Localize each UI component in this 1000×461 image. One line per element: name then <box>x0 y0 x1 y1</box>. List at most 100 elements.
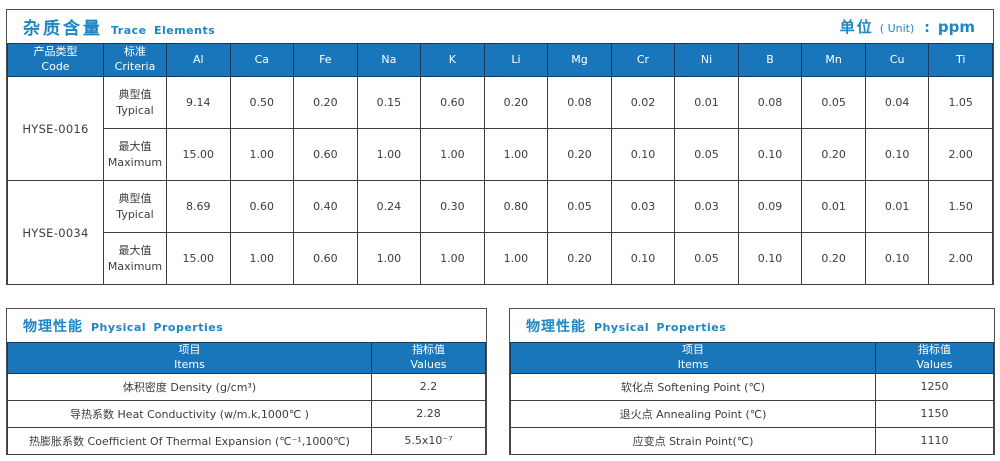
element-value-cell: 0.08 <box>547 76 612 129</box>
criteria-label-en: Typical <box>116 103 154 117</box>
header-items-en: Items <box>677 357 709 371</box>
trace-elements-panel: 杂质含量 Trace Elements 单位 ( Unit): ppm 产品类型 Co… <box>6 9 994 285</box>
header-element-ni: Ni <box>674 43 739 77</box>
property-value: 1250 <box>875 372 994 401</box>
physical-left-title-bar: 物理性能 Physical Properties <box>7 309 486 342</box>
property-row: 导热系数 Heat Conductivity (w/m.k,1000℃ ) 2.2… <box>7 399 486 428</box>
unit-paren: ( Unit) <box>879 22 915 35</box>
trace-data-row: 最大值 Maximum 15.00 1.00 0.60 1.00 1.00 1.00 0.20 0… <box>8 128 993 181</box>
element-value-cell: 0.50 <box>229 76 295 129</box>
property-item: 退火点 Annealing Point (℃) <box>510 399 876 428</box>
element-value-cell: 0.20 <box>547 128 612 181</box>
criteria-cell: 典型值 Typical <box>103 76 167 129</box>
element-value-cell: 0.03 <box>674 180 739 233</box>
header-values: 指标值 Values <box>875 342 994 374</box>
property-value: 1150 <box>875 399 994 428</box>
criteria-label-en: Typical <box>116 207 154 221</box>
element-value-cell: 0.10 <box>610 232 676 285</box>
unit-label: 单位 ( Unit): ppm <box>840 16 975 37</box>
props-left-body: 体积密度 Density (g/cm³) 2.2 导热系数 Heat Conduct… <box>7 372 486 455</box>
element-value-cell: 0.60 <box>420 76 485 129</box>
physical-left-title-en: Physical Properties <box>91 320 224 334</box>
header-element-cr: Cr <box>610 43 676 77</box>
element-value-cell: 15.00 <box>166 128 231 181</box>
physical-right-title: 物理性能 Physical Properties <box>526 316 726 336</box>
element-value-cell: 2.00 <box>928 128 993 181</box>
element-value-cell: 1.00 <box>483 128 549 181</box>
element-value-cell: 0.10 <box>864 232 930 285</box>
element-value-cell: 9.14 <box>166 76 231 129</box>
property-row: 退火点 Annealing Point (℃) 1150 <box>510 399 994 428</box>
element-value-cell: 8.69 <box>166 180 231 233</box>
element-value-cell: 0.20 <box>801 128 866 181</box>
element-value-cell: 0.10 <box>864 128 930 181</box>
element-value-cell: 1.00 <box>420 232 485 285</box>
trace-data-row: HYSE-0034 典型值 Typical 8.69 0.60 0.40 0.24 0.30 0… <box>7 180 993 285</box>
criteria-cell: 最大值 Maximum <box>103 232 167 285</box>
element-value-cell: 0.05 <box>674 128 739 181</box>
header-element-ti: Ti <box>928 43 993 77</box>
header-element-mg: Mg <box>547 43 612 77</box>
unit-value: ppm <box>937 18 975 36</box>
product-code-cell: HYSE-0034 <box>7 180 104 285</box>
element-value-cell: 0.05 <box>547 180 612 233</box>
trace-title-en: Trace Elements <box>111 24 216 37</box>
trace-header-row: 产品类型 Code 标准 Criteria Al Ca Fe Na K Li Mg Cr Ni B… <box>7 43 993 77</box>
header-criteria: 标准 Criteria <box>103 43 167 77</box>
header-values-zh: 指标值 <box>412 343 445 356</box>
criteria-cell: 典型值 Typical <box>103 180 167 233</box>
physical-properties-right-panel: 物理性能 Physical Properties 项目 Items 指标值 Val… <box>509 308 995 455</box>
element-value-cell: 15.00 <box>166 232 231 285</box>
physical-right-title-zh: 物理性能 <box>526 318 586 335</box>
property-row: 软化点 Softening Point (℃) 1250 <box>510 372 994 401</box>
property-value: 5.5x10⁻⁷ <box>371 426 486 455</box>
header-code-en: Code <box>41 60 70 73</box>
criteria-label-zh: 典型值 <box>118 88 152 102</box>
trace-table-body: HYSE-0016 典型值 Typical 9.14 0.50 0.20 0.15 0.60 0… <box>7 76 993 285</box>
trace-title-zh: 杂质含量 <box>23 19 103 39</box>
element-value-cell: 0.40 <box>293 180 358 233</box>
header-element-li: Li <box>483 43 549 77</box>
element-value-cell: 0.04 <box>864 76 930 129</box>
physical-properties-left-panel: 物理性能 Physical Properties 项目 Items 指标值 Val… <box>6 308 487 455</box>
trace-title: 杂质含量 Trace Elements <box>23 14 215 39</box>
header-element-b: B <box>737 43 803 77</box>
header-element-ca: Ca <box>229 43 295 77</box>
physical-left-title: 物理性能 Physical Properties <box>23 316 223 336</box>
element-value-cell: 0.01 <box>801 180 866 233</box>
element-value-cell: 0.60 <box>293 232 358 285</box>
criteria-label-en: Maximum <box>107 259 163 273</box>
element-value-cell: 0.05 <box>674 232 739 285</box>
unit-zh: 单位 <box>839 18 874 36</box>
element-value-cell: 0.30 <box>420 180 485 233</box>
header-items-en: Items <box>174 357 205 371</box>
element-value-cell: 1.00 <box>483 232 549 285</box>
element-value-cell: 1.05 <box>928 76 993 129</box>
criteria-label-en: Maximum <box>107 155 163 169</box>
element-value-cell: 0.01 <box>674 76 739 129</box>
element-value-cell: 0.10 <box>737 128 803 181</box>
trace-title-bar: 杂质含量 Trace Elements 单位 ( Unit): ppm <box>7 10 993 43</box>
element-value-cell: 0.20 <box>547 232 612 285</box>
product-code-cell: HYSE-0016 <box>7 76 104 181</box>
element-value-cell: 1.00 <box>356 232 422 285</box>
header-criteria-en: Criteria <box>114 60 156 73</box>
header-element-fe: Fe <box>293 43 358 77</box>
element-value-cell: 0.20 <box>483 76 549 129</box>
trace-elements-table: 产品类型 Code 标准 Criteria Al Ca Fe Na K Li Mg Cr Ni B… <box>7 43 993 285</box>
element-value-cell: 0.60 <box>229 180 295 233</box>
element-value-cell: 0.05 <box>801 76 866 129</box>
trace-data-row: HYSE-0016 典型值 Typical 9.14 0.50 0.20 0.15 0.60 0… <box>7 76 993 181</box>
physical-right-title-bar: 物理性能 Physical Properties <box>510 309 994 342</box>
header-element-cu: Cu <box>864 43 930 77</box>
element-value-cell: 1.00 <box>229 232 295 285</box>
physical-right-table: 项目 Items 指标值 Values 软化点 Softening Point … <box>510 342 994 455</box>
element-value-cell: 1.00 <box>420 128 485 181</box>
header-items-zh: 项目 <box>178 343 201 356</box>
header-values-zh: 指标值 <box>918 343 951 356</box>
header-items: 项目 Items <box>510 342 876 374</box>
header-criteria-zh: 标准 <box>124 45 146 59</box>
element-value-cell: 0.24 <box>356 180 422 233</box>
header-element-mn: Mn <box>801 43 866 77</box>
element-value-cell: 0.03 <box>610 180 676 233</box>
